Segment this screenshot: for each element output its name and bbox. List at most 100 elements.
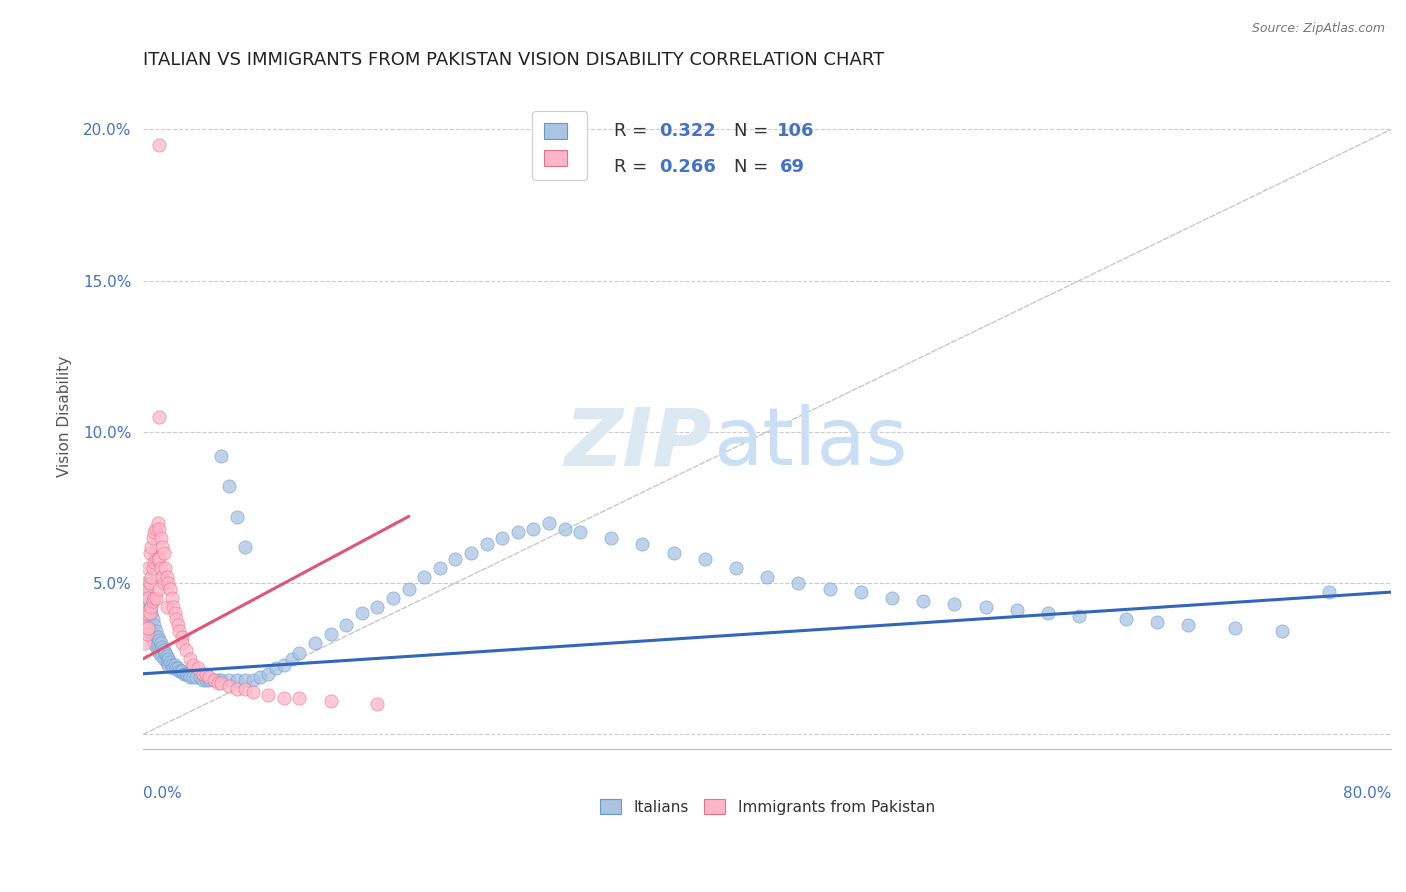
Point [136, 591, 159, 606]
Point [218, 673, 240, 687]
Point [288, 646, 311, 660]
Point [273, 657, 295, 672]
Point [233, 681, 256, 696]
Point [143, 524, 166, 539]
Text: 0.266: 0.266 [658, 158, 716, 176]
Point [1005, 603, 1028, 617]
Point [273, 690, 295, 705]
Point [145, 551, 167, 566]
Point [880, 591, 903, 606]
Point [134, 576, 156, 591]
Point [280, 651, 302, 665]
Point [136, 621, 159, 635]
Point [157, 576, 180, 591]
Text: Source: ZipAtlas.com: Source: ZipAtlas.com [1251, 22, 1385, 36]
Point [141, 600, 163, 615]
Point [163, 657, 186, 672]
Text: 80.0%: 80.0% [1343, 786, 1391, 801]
Point [172, 664, 194, 678]
Point [156, 600, 179, 615]
Point [142, 633, 165, 648]
Point [1115, 612, 1137, 626]
Point [335, 618, 357, 632]
Point [166, 661, 188, 675]
Point [725, 561, 748, 575]
Point [149, 636, 172, 650]
Text: 0.322: 0.322 [658, 121, 716, 140]
Point [194, 673, 217, 687]
Point [183, 657, 205, 672]
Text: ZIP: ZIP [564, 404, 711, 483]
Point [662, 546, 685, 560]
Point [429, 561, 451, 575]
Point [146, 551, 169, 566]
Point [319, 694, 342, 708]
Point [150, 540, 173, 554]
Point [475, 537, 498, 551]
Point [382, 591, 405, 606]
Text: atlas: atlas [714, 404, 908, 483]
Point [183, 670, 205, 684]
Point [152, 642, 174, 657]
Point [1271, 624, 1294, 639]
Point [198, 673, 221, 687]
Point [150, 570, 173, 584]
Point [787, 576, 810, 591]
Point [1036, 607, 1059, 621]
Text: ITALIAN VS IMMIGRANTS FROM PAKISTAN VISION DISABILITY CORRELATION CHART: ITALIAN VS IMMIGRANTS FROM PAKISTAN VISI… [143, 51, 884, 69]
Point [198, 670, 221, 684]
Point [242, 685, 264, 699]
Point [186, 670, 208, 684]
Point [209, 675, 232, 690]
Point [233, 540, 256, 554]
Point [150, 648, 173, 663]
Point [191, 673, 214, 687]
Point [218, 479, 240, 493]
Point [165, 612, 187, 626]
Point [176, 666, 198, 681]
Point [177, 666, 200, 681]
Point [136, 612, 159, 626]
Point [142, 531, 165, 545]
Point [165, 661, 187, 675]
Point [569, 524, 592, 539]
Point [145, 591, 167, 606]
Point [249, 670, 271, 684]
Point [187, 661, 209, 675]
Point [756, 570, 779, 584]
Point [143, 555, 166, 569]
Point [136, 591, 159, 606]
Point [226, 673, 249, 687]
Point [145, 522, 167, 536]
Point [174, 666, 197, 681]
Point [142, 561, 165, 575]
Point [138, 546, 160, 560]
Point [148, 137, 170, 152]
Point [141, 627, 163, 641]
Point [156, 648, 179, 663]
Legend: Italians, Immigrants from Pakistan: Italians, Immigrants from Pakistan [592, 791, 942, 822]
Text: N =: N = [734, 121, 773, 140]
Point [207, 673, 229, 687]
Point [173, 666, 195, 681]
Text: N =: N = [734, 158, 773, 176]
Point [135, 600, 157, 615]
Point [134, 636, 156, 650]
Point [157, 651, 180, 665]
Point [849, 585, 872, 599]
Point [207, 675, 229, 690]
Point [537, 516, 560, 530]
Point [631, 537, 654, 551]
Point [1223, 621, 1246, 635]
Point [912, 594, 935, 608]
Point [191, 666, 214, 681]
Point [142, 612, 165, 626]
Point [160, 591, 183, 606]
Point [138, 621, 160, 635]
Point [398, 582, 420, 596]
Point [159, 582, 181, 596]
Point [162, 600, 184, 615]
Point [242, 673, 264, 687]
Point [152, 576, 174, 591]
Point [138, 607, 160, 621]
